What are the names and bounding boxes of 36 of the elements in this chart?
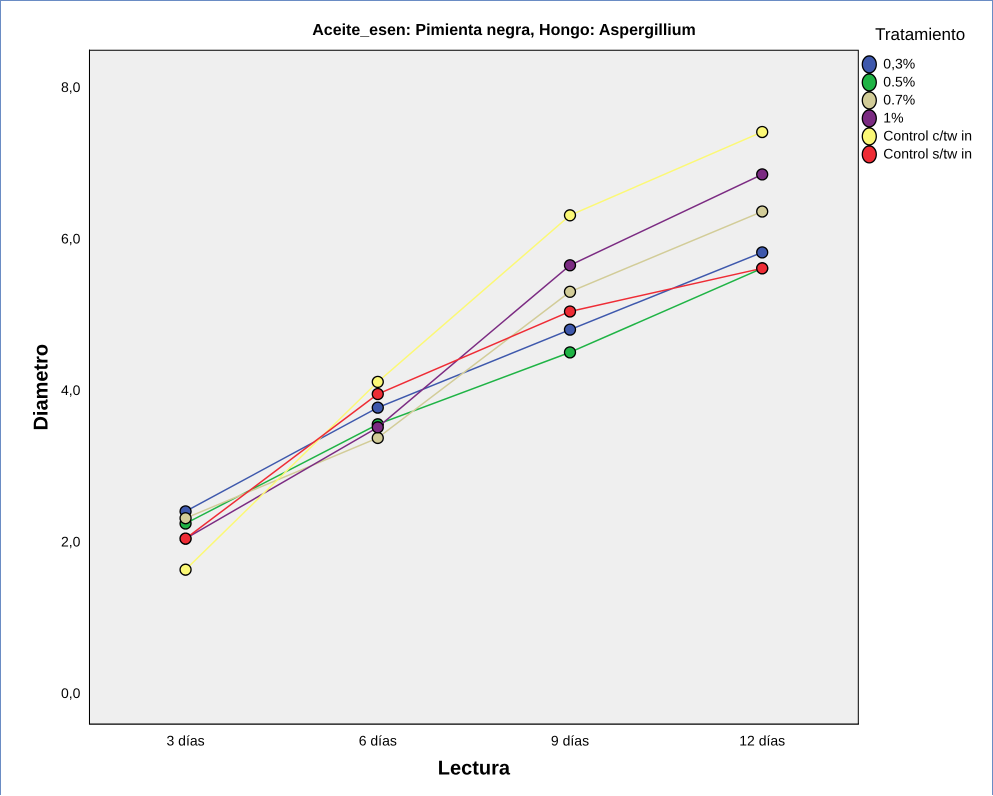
x-tick-label: 6 días xyxy=(358,732,397,748)
point xyxy=(372,432,384,444)
point xyxy=(179,512,192,524)
x-tick-label: 9 días xyxy=(550,732,590,748)
chart-title: Aceite_esen: Pimienta negra, Hongo: Aspergillium xyxy=(312,22,696,40)
legend-label: 0.7% xyxy=(883,91,916,108)
point xyxy=(372,401,384,414)
point xyxy=(564,305,576,318)
legend-label: Control s/tw in xyxy=(883,145,972,162)
point xyxy=(372,421,384,434)
legend-label: 0,3% xyxy=(883,55,916,72)
point xyxy=(756,205,768,218)
point xyxy=(372,388,384,400)
x-tick-label: 12 días xyxy=(739,732,786,748)
point xyxy=(564,259,576,272)
legend-label: 0.5% xyxy=(883,73,916,90)
y-tick-label: 8,0 xyxy=(60,78,81,95)
y-axis-title: Diametro xyxy=(30,344,53,431)
y-tick-label: 2,0 xyxy=(60,533,81,550)
x-tick-label: 3 días xyxy=(166,732,205,748)
y-tick-label: 0,0 xyxy=(60,684,81,701)
legend-title: Tratamiento xyxy=(875,25,966,44)
x-axis-title: Lectura xyxy=(438,758,511,780)
point xyxy=(756,168,768,181)
point xyxy=(756,126,768,138)
point xyxy=(564,286,576,298)
point xyxy=(372,376,384,388)
legend-label: 1% xyxy=(883,109,904,126)
point xyxy=(179,564,192,576)
y-tick-label: 6,0 xyxy=(60,230,81,246)
point xyxy=(564,346,576,359)
legend-label: Control c/tw in xyxy=(883,127,972,144)
point xyxy=(564,323,576,336)
point xyxy=(756,246,768,259)
y-tick-label: 4,0 xyxy=(60,382,81,398)
point xyxy=(564,209,576,222)
